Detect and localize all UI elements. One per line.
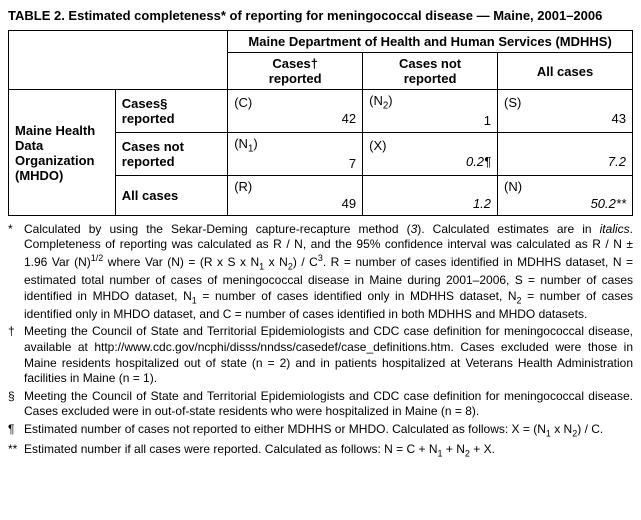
row-header-mhdo: Maine Health Data Organization (MHDO) (9, 90, 116, 216)
cell-c: (C)42 (228, 90, 363, 133)
cell-n2: (N2)1 (363, 90, 498, 133)
col-header-cases-reported: Cases†reported (228, 53, 363, 90)
data-table: Maine Department of Health and Human Ser… (8, 30, 633, 216)
cell-7-2: 7.2 (498, 133, 633, 176)
table-title: TABLE 2. Estimated completeness* of repo… (8, 8, 633, 24)
cell-s: (S)43 (498, 90, 633, 133)
col-header-all-cases: All cases (498, 53, 633, 90)
col-header-cases-not-reported: Cases notreported (363, 53, 498, 90)
footnote-4: ¶ Estimated number of cases not reported… (8, 422, 633, 440)
row-header-cases-reported: Cases§ reported (115, 90, 227, 133)
cell-1-2: 1.2 (363, 176, 498, 216)
row-header-all-cases: All cases (115, 176, 227, 216)
footnote-2: † Meeting the Council of State and Terri… (8, 324, 633, 386)
col-header-mdhhs: Maine Department of Health and Human Ser… (228, 31, 633, 53)
cell-n1: (N1)7 (228, 133, 363, 176)
footnotes: * Calculated by using the Sekar-Deming c… (8, 222, 633, 460)
footnote-5: ** Estimated number if all cases were re… (8, 442, 633, 460)
cell-n: (N)50.2** (498, 176, 633, 216)
footnote-3: § Meeting the Council of State and Terri… (8, 389, 633, 420)
cell-x: (X)0.2¶ (363, 133, 498, 176)
cell-r: (R)49 (228, 176, 363, 216)
row-header-cases-not-reported: Cases not reported (115, 133, 227, 176)
footnote-1: * Calculated by using the Sekar-Deming c… (8, 222, 633, 323)
